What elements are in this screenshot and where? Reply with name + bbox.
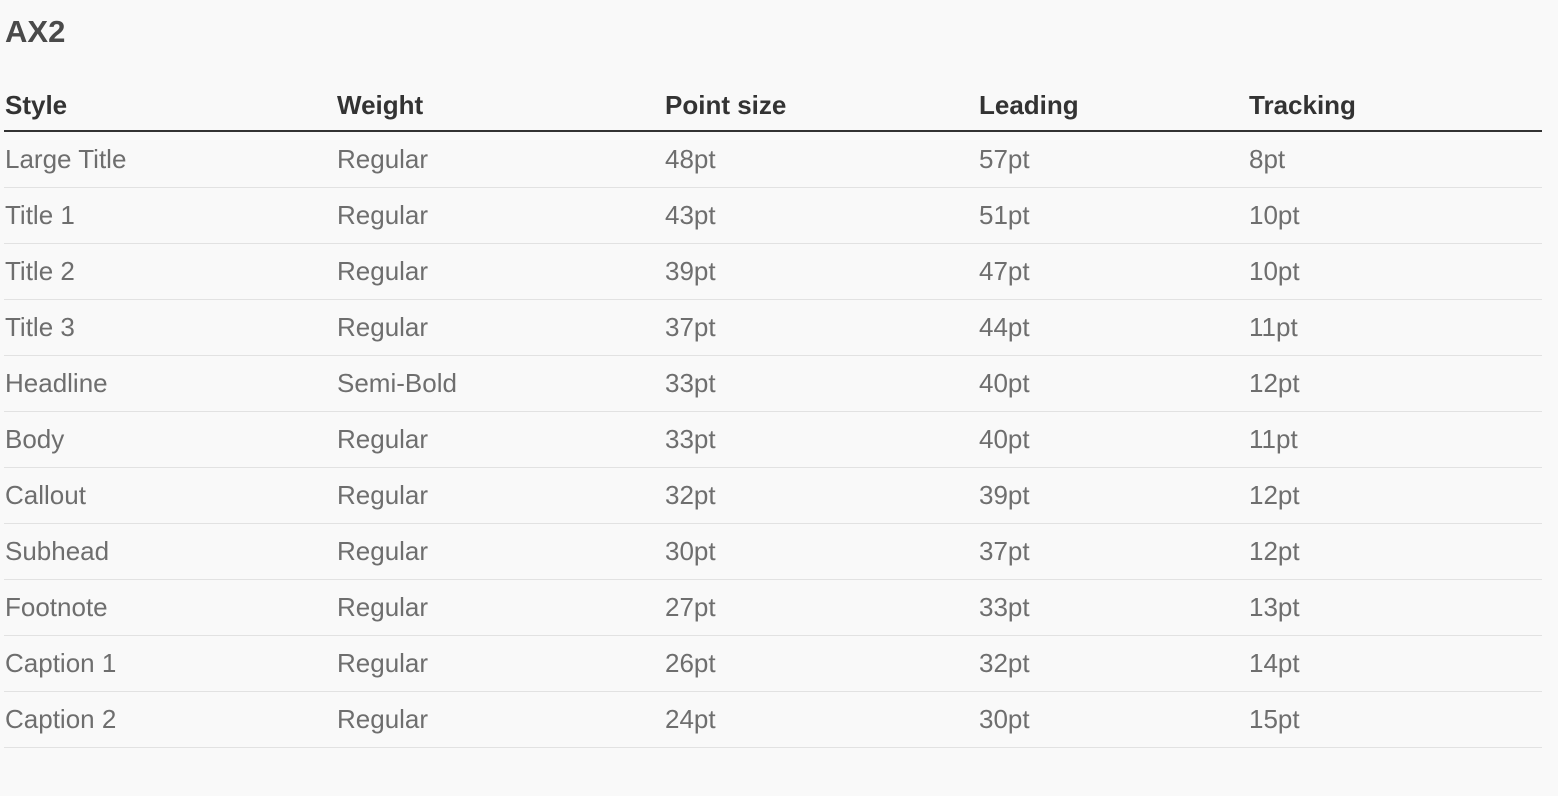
- column-header-style: Style: [4, 80, 336, 132]
- table-header-row: Style Weight Point size Leading Tracking: [4, 80, 1542, 132]
- cell-leading: 51pt: [978, 187, 1248, 244]
- cell-style: Body: [4, 411, 336, 468]
- section-title: AX2: [5, 14, 66, 49]
- cell-tracking: 15pt: [1248, 691, 1542, 748]
- column-header-tracking: Tracking: [1248, 80, 1542, 132]
- typography-table: Style Weight Point size Leading Tracking…: [4, 80, 1542, 748]
- cell-leading: 40pt: [978, 411, 1248, 468]
- cell-tracking: 10pt: [1248, 187, 1542, 244]
- cell-leading: 37pt: [978, 523, 1248, 580]
- cell-style: Subhead: [4, 523, 336, 580]
- column-header-weight: Weight: [336, 80, 664, 132]
- cell-point-size: 30pt: [664, 523, 978, 580]
- cell-weight: Regular: [336, 243, 664, 300]
- cell-tracking: 13pt: [1248, 579, 1542, 636]
- cell-tracking: 8pt: [1248, 131, 1542, 188]
- cell-weight: Regular: [336, 523, 664, 580]
- column-header-leading: Leading: [978, 80, 1248, 132]
- cell-tracking: 14pt: [1248, 635, 1542, 692]
- cell-point-size: 24pt: [664, 691, 978, 748]
- cell-leading: 44pt: [978, 299, 1248, 356]
- cell-style: Caption 2: [4, 691, 336, 748]
- cell-leading: 40pt: [978, 355, 1248, 412]
- cell-leading: 33pt: [978, 579, 1248, 636]
- cell-style: Large Title: [4, 131, 336, 188]
- cell-weight: Regular: [336, 635, 664, 692]
- table-row: Large Title Regular 48pt 57pt 8pt: [4, 131, 1542, 188]
- cell-weight: Regular: [336, 187, 664, 244]
- table-row: Caption 1 Regular 26pt 32pt 14pt: [4, 635, 1542, 692]
- cell-weight: Regular: [336, 691, 664, 748]
- table-row: Callout Regular 32pt 39pt 12pt: [4, 467, 1542, 524]
- cell-weight: Regular: [336, 467, 664, 524]
- cell-point-size: 33pt: [664, 411, 978, 468]
- cell-point-size: 39pt: [664, 243, 978, 300]
- cell-style: Title 1: [4, 187, 336, 244]
- cell-style: Callout: [4, 467, 336, 524]
- table-row: Headline Semi-Bold 33pt 40pt 12pt: [4, 355, 1542, 412]
- cell-point-size: 33pt: [664, 355, 978, 412]
- cell-weight: Regular: [336, 579, 664, 636]
- cell-point-size: 48pt: [664, 131, 978, 188]
- cell-point-size: 32pt: [664, 467, 978, 524]
- cell-style: Footnote: [4, 579, 336, 636]
- cell-tracking: 11pt: [1248, 411, 1542, 468]
- cell-point-size: 37pt: [664, 299, 978, 356]
- cell-weight: Semi-Bold: [336, 355, 664, 412]
- cell-leading: 47pt: [978, 243, 1248, 300]
- cell-point-size: 27pt: [664, 579, 978, 636]
- cell-weight: Regular: [336, 411, 664, 468]
- table-row: Title 2 Regular 39pt 47pt 10pt: [4, 243, 1542, 300]
- column-header-point-size: Point size: [664, 80, 978, 132]
- table-row: Title 1 Regular 43pt 51pt 10pt: [4, 187, 1542, 244]
- cell-style: Title 3: [4, 299, 336, 356]
- cell-style: Caption 1: [4, 635, 336, 692]
- cell-leading: 32pt: [978, 635, 1248, 692]
- table-row: Subhead Regular 30pt 37pt 12pt: [4, 523, 1542, 580]
- table-row: Caption 2 Regular 24pt 30pt 15pt: [4, 691, 1542, 748]
- cell-tracking: 12pt: [1248, 355, 1542, 412]
- cell-tracking: 12pt: [1248, 523, 1542, 580]
- cell-tracking: 11pt: [1248, 299, 1542, 356]
- cell-leading: 39pt: [978, 467, 1248, 524]
- cell-weight: Regular: [336, 131, 664, 188]
- cell-leading: 57pt: [978, 131, 1248, 188]
- cell-weight: Regular: [336, 299, 664, 356]
- table-body: Large Title Regular 48pt 57pt 8pt Title …: [4, 131, 1542, 748]
- table-row: Body Regular 33pt 40pt 11pt: [4, 411, 1542, 468]
- cell-style: Headline: [4, 355, 336, 412]
- cell-style: Title 2: [4, 243, 336, 300]
- cell-point-size: 26pt: [664, 635, 978, 692]
- cell-tracking: 12pt: [1248, 467, 1542, 524]
- cell-point-size: 43pt: [664, 187, 978, 244]
- table-row: Title 3 Regular 37pt 44pt 11pt: [4, 299, 1542, 356]
- table-row: Footnote Regular 27pt 33pt 13pt: [4, 579, 1542, 636]
- cell-tracking: 10pt: [1248, 243, 1542, 300]
- cell-leading: 30pt: [978, 691, 1248, 748]
